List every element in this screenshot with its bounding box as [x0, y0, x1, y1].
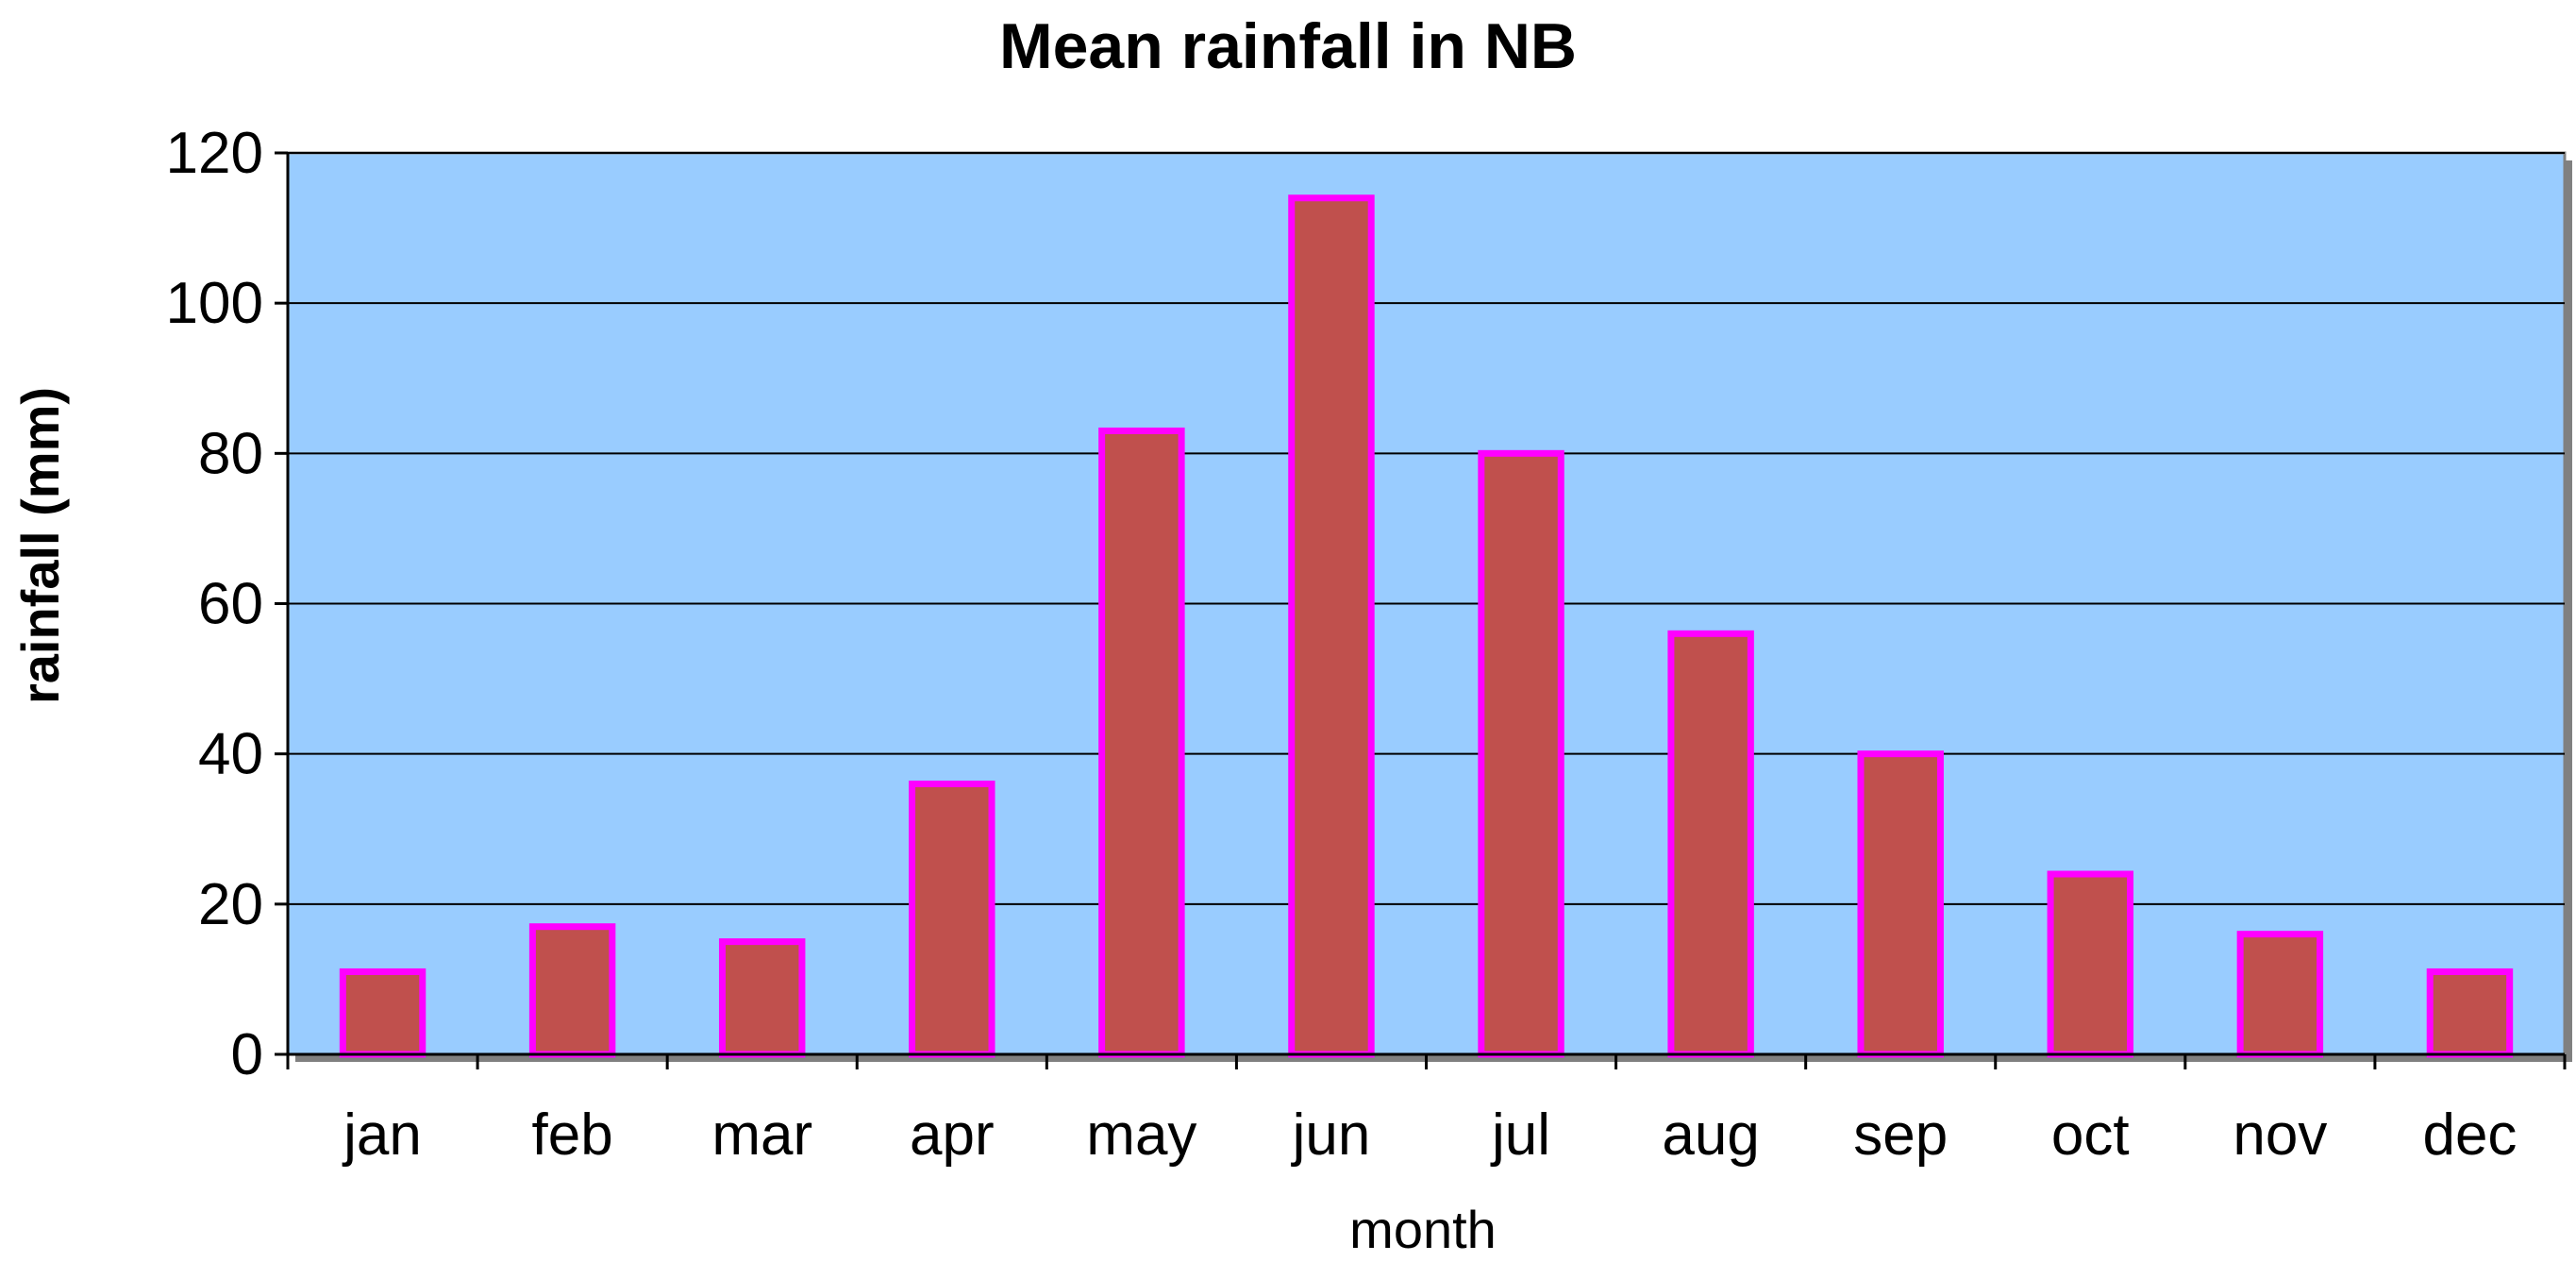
y-tick-label: 20: [198, 872, 263, 937]
y-tick-label: 100: [166, 271, 263, 336]
y-tick-label: 40: [198, 722, 263, 787]
y-tick-label: 120: [166, 121, 263, 186]
x-tick-label-dec: dec: [2422, 1102, 2517, 1168]
x-tick-label-jan: jan: [342, 1102, 422, 1168]
chart-title: Mean rainfall in NB: [999, 10, 1577, 82]
x-axis-label: month: [1349, 1200, 1497, 1259]
x-tick-label-may: may: [1086, 1102, 1196, 1168]
x-tick-label-sep: sep: [1853, 1102, 1948, 1168]
x-tick-label-nov: nov: [2233, 1102, 2327, 1168]
bar-aug: [1667, 630, 1754, 1058]
bar-jul: [1478, 449, 1564, 1058]
gridlines: [288, 152, 2565, 905]
bar-may: [1098, 427, 1185, 1058]
bar-sep: [1857, 750, 1944, 1058]
bar-dec: [2426, 968, 2514, 1058]
x-tick-label-mar: mar: [711, 1102, 812, 1168]
axes: [275, 151, 2567, 1069]
bar-mar: [718, 938, 806, 1058]
x-tick-label-jun: jun: [1291, 1102, 1371, 1168]
y-axis-label: rainfall (mm): [10, 387, 70, 704]
x-tick-labels: jan feb mar apr may jun jul aug sep oct nov dec: [342, 1102, 2517, 1168]
bars: [339, 194, 2514, 1058]
y-tick-labels: 0 20 40 60 80 100 120: [166, 121, 263, 1087]
bar-oct: [2047, 870, 2134, 1058]
bar-jan: [339, 968, 427, 1058]
bar-apr: [909, 781, 995, 1058]
y-tick-label: 0: [231, 1022, 263, 1087]
bar-feb: [528, 923, 616, 1058]
bar-jun: [1288, 194, 1375, 1058]
x-tick-label-aug: aug: [1662, 1102, 1759, 1168]
x-tick-label-oct: oct: [2051, 1102, 2130, 1168]
x-tick-label-apr: apr: [910, 1102, 995, 1168]
x-tick-label-feb: feb: [532, 1102, 613, 1168]
bar-nov: [2236, 931, 2324, 1058]
y-tick-label: 80: [198, 421, 263, 486]
y-tick-label: 60: [198, 572, 263, 637]
x-tick-label-jul: jul: [1490, 1102, 1550, 1168]
